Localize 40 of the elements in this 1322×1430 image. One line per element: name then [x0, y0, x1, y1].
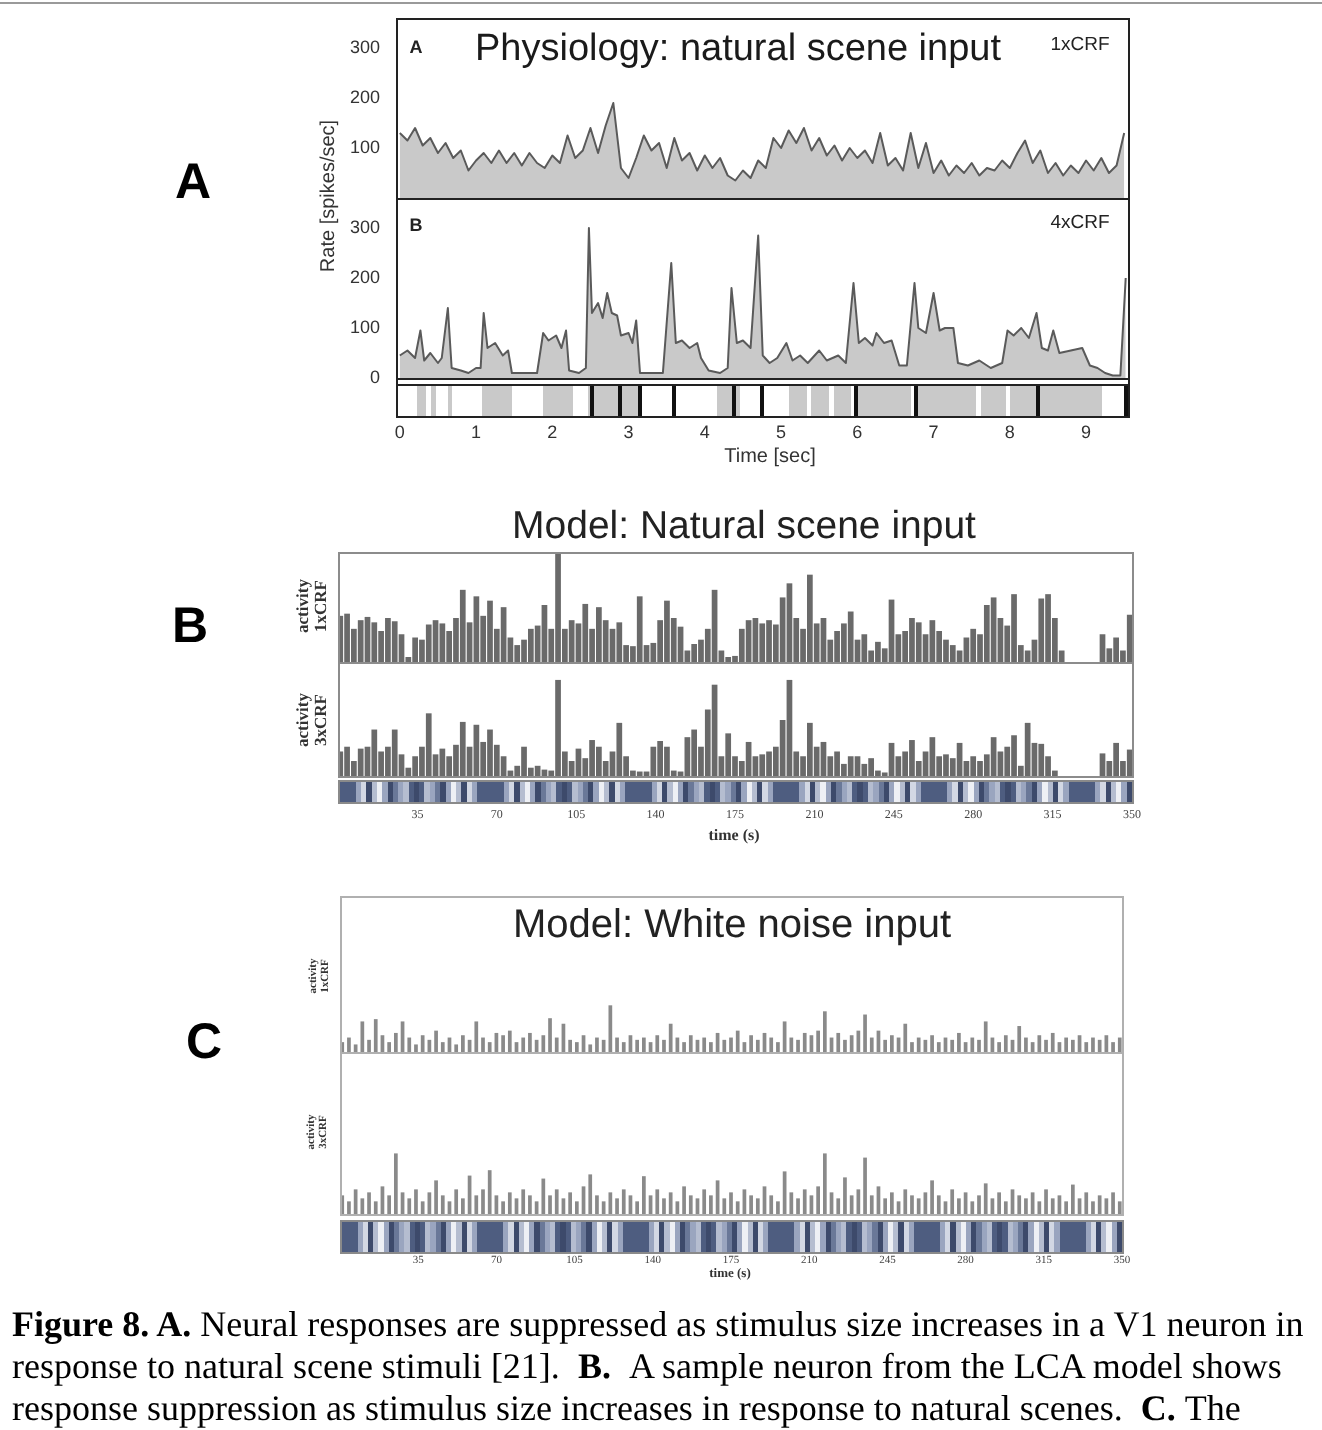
x-tick-label: 6 [852, 421, 863, 442]
x-tick-label: 4 [699, 421, 710, 442]
annotation: 1xCRF [1050, 34, 1110, 57]
y-tick-label: 0 [369, 366, 380, 387]
annotation: A [409, 36, 423, 58]
x-tick-label: 7 [928, 421, 939, 442]
y-tick-label: 100 [349, 136, 380, 157]
text: response to natural scene stimuli [21]. [12, 1345, 560, 1387]
chart-title: Physiology: natural scene input [475, 28, 1001, 71]
annotation: B [409, 214, 423, 236]
x-tick-label: 3 [623, 421, 634, 442]
x-tick-label: 9 [1081, 421, 1092, 442]
x-axis-title: Time [sec] [724, 445, 816, 469]
text: C. [1140, 1387, 1176, 1429]
text: response suppression as stimulus size increases in response to natural scenes. [12, 1387, 1123, 1429]
x-tick-label: 1 [471, 421, 482, 442]
y-tick-label: 200 [349, 266, 380, 287]
text: B. [577, 1345, 611, 1387]
text: B [171, 597, 209, 654]
y-tick-label: 100 [349, 316, 380, 337]
x-tick-label: 5 [776, 421, 787, 442]
annotation: 4xCRF [1050, 212, 1110, 235]
y-tick-label: 300 [349, 216, 380, 237]
chart-title: Model: White noise input [512, 903, 952, 947]
y-tick-label: 300 [349, 36, 380, 57]
y-tick-label: 200 [349, 86, 380, 107]
x-tick-label: 2 [547, 421, 558, 442]
x-axis-title: time (s) [708, 825, 760, 845]
y-axis-title: activity 3xCRF [292, 693, 330, 747]
text: A sample neuron from the LCA model shows [628, 1345, 1282, 1387]
chart-title: Model: Natural scene input [512, 503, 976, 548]
text: C [185, 1013, 223, 1070]
text: A [174, 152, 212, 209]
text: The [1184, 1387, 1241, 1429]
x-tick-label: 8 [1004, 421, 1015, 442]
y-axis-title: activity 1xCRF [292, 579, 330, 633]
text: Neural responses are suppressed as stimulus size increases in a V1 neuron in [200, 1303, 1304, 1345]
y-axis-title: Rate [spikes/sec] [317, 119, 341, 273]
x-tick-label: 0 [394, 421, 405, 442]
caption: Figure 8. A. [12, 1303, 192, 1345]
